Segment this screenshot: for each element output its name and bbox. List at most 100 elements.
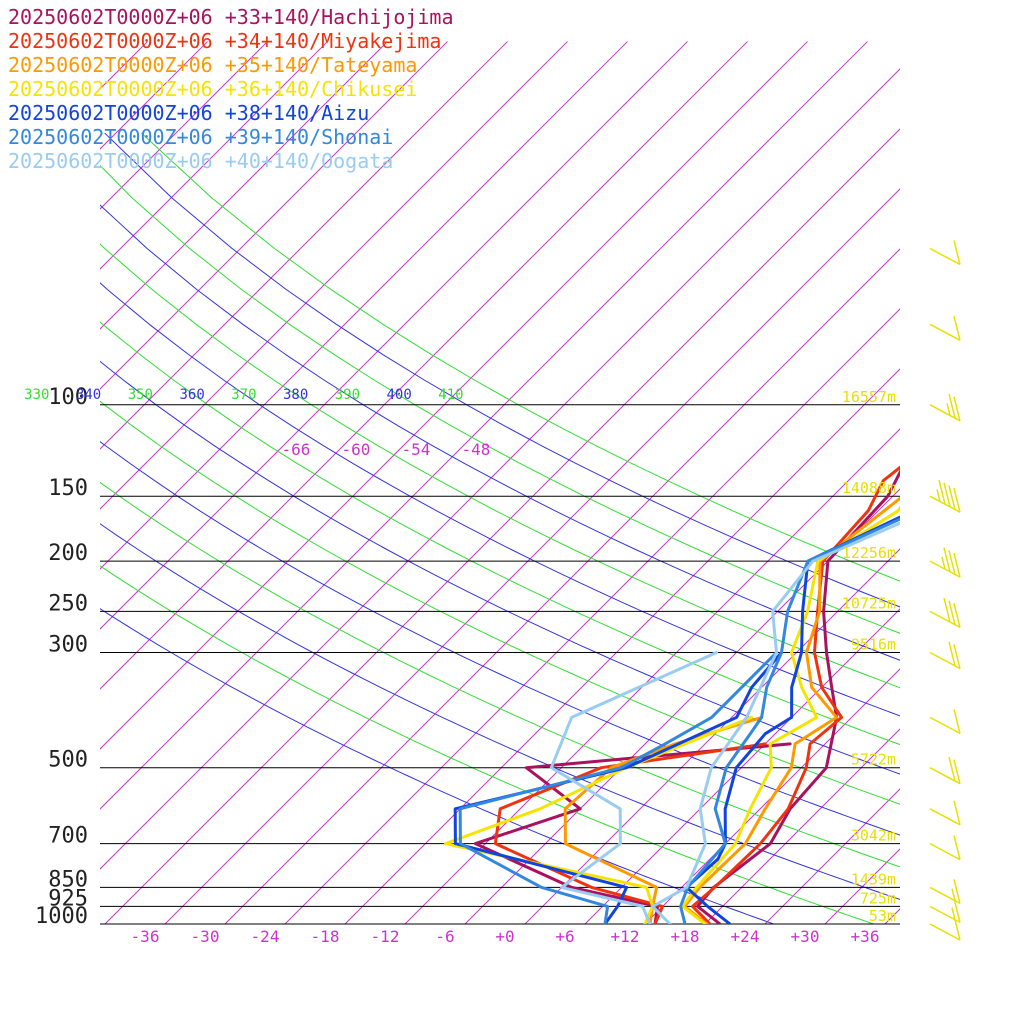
temperature-tick-label: +12: [611, 927, 640, 946]
wind-barb-half-feather: [951, 907, 956, 920]
dry-adiabat-line: [100, 608, 776, 924]
isotherm-line: [100, 41, 748, 690]
isotherm-line: [344, 368, 900, 924]
temperature-profile: [696, 469, 900, 924]
height-label: 16557m: [842, 388, 896, 406]
wind-barb-shaft: [929, 651, 961, 670]
temperature-tick-label: +6: [555, 927, 574, 946]
wind-barb-feather: [953, 552, 961, 578]
isotherm-line: [100, 41, 388, 330]
wind-barb-shaft: [929, 905, 961, 924]
legend-entry: 20250602T0000Z+06 +38+140/Aizu: [8, 101, 369, 125]
pressure-label: 850: [48, 867, 88, 892]
upper-temperature-tick-label: -60: [341, 440, 370, 459]
legend-entry: 20250602T0000Z+06 +40+140/Oogata: [8, 149, 393, 173]
wind-barb-feather: [953, 898, 961, 923]
isotherm-line: [100, 41, 208, 150]
chart-legend: 20250602T0000Z+06 +33+140/Hachijojima202…: [8, 5, 454, 173]
upper-temperature-tick-label: -66: [281, 440, 310, 459]
dry-adiabat-line: [100, 565, 876, 924]
temperature-profile: [651, 521, 900, 924]
isotherm-line: [644, 668, 900, 924]
sounding-profiles: [443, 465, 900, 924]
isotherm-line: [284, 308, 900, 924]
wind-barb: [929, 835, 961, 861]
isotherm-line: [100, 41, 868, 810]
height-label: 9516m: [851, 636, 896, 654]
height-label: 725m: [860, 889, 896, 907]
pressure-label: 700: [48, 824, 88, 849]
isotherm-line: [945, 42, 1024, 924]
legend-entry: 20250602T0000Z+06 +35+140/Tateyama: [8, 53, 417, 77]
wind-barb-half-feather: [946, 403, 951, 416]
isotherm-line: [100, 41, 508, 450]
legend-entry: 20250602T0000Z+06 +34+140/Miyakejima: [8, 29, 441, 53]
isotherm-line: [1005, 42, 1024, 924]
legend-entry: 20250602T0000Z+06 +33+140/Hachijojima: [8, 5, 454, 29]
dry-adiabat-line: [100, 164, 900, 634]
wind-barb-feather: [943, 482, 951, 507]
isotherm-line: [404, 428, 900, 924]
isotherm-line: [100, 68, 900, 870]
wind-barb: [929, 240, 961, 266]
legend-entry: 20250602T0000Z+06 +39+140/Shonai: [8, 125, 393, 149]
isotherm-line: [0, 42, 27, 924]
wind-barb: [929, 709, 961, 735]
legend-entry: 20250602T0000Z+06 +36+140/Chikusei: [8, 77, 417, 101]
wind-barb-shaft: [929, 716, 961, 735]
wind-barb-feather: [953, 800, 961, 825]
height-label: 14088m: [842, 479, 896, 497]
wind-barb: [929, 479, 961, 513]
wind-barb: [929, 641, 961, 670]
wind-barb-feather: [948, 600, 956, 625]
isotherm-line: [100, 41, 328, 270]
isotherm-line: [100, 41, 448, 390]
height-label: 12256m: [842, 544, 896, 562]
wind-barb: [929, 800, 961, 826]
temperature-tick-label: -24: [251, 927, 280, 946]
pressure-label: 150: [48, 476, 88, 501]
temperature-tick-label: -36: [131, 927, 160, 946]
temperature-profile: [683, 496, 900, 924]
wind-barb-feather: [953, 603, 961, 628]
wind-barb-shaft: [929, 495, 961, 513]
wind-barb-feather: [948, 550, 956, 575]
isotherm-line: [100, 41, 628, 570]
dewpoint-profile: [493, 742, 767, 924]
pressure-lines: [100, 404, 900, 925]
height-label: 1439m: [851, 870, 896, 888]
wind-barb-shaft: [929, 560, 961, 578]
isotherm-line: [100, 41, 268, 210]
theta-label: 350: [128, 387, 153, 403]
wind-barb-feather: [938, 479, 946, 505]
wind-barb-shaft: [929, 610, 961, 629]
isotherm-line: [524, 548, 900, 924]
theta-label: 360: [179, 387, 204, 403]
wind-barbs: [929, 240, 961, 941]
wind-barb-feather: [953, 879, 961, 904]
isotherm-line: [704, 728, 900, 924]
theta-label: 340: [76, 387, 101, 403]
temperature-tick-label: +24: [731, 927, 760, 946]
isotherm-line: [464, 488, 900, 924]
pressure-label: 300: [48, 633, 88, 658]
height-label: 10725m: [842, 594, 896, 612]
dewpoint-profile: [443, 715, 754, 924]
theta-label: 370: [231, 387, 256, 403]
theta-label: 410: [438, 387, 463, 403]
temperature-profile: [691, 465, 900, 924]
wind-barb-shaft: [929, 808, 961, 826]
wind-barb-feather: [943, 547, 951, 572]
wind-barb-feather: [953, 759, 961, 784]
height-label: 5722m: [851, 751, 896, 769]
wind-barb-shaft: [929, 842, 961, 861]
wind-barb: [929, 393, 961, 422]
wind-barb-shaft: [929, 767, 961, 785]
wind-barb-feather: [953, 396, 961, 421]
wind-barb-half-feather: [936, 489, 941, 502]
temperature-tick-label: +30: [791, 927, 820, 946]
temperature-profile: [679, 517, 900, 924]
pressure-label: 200: [48, 541, 88, 566]
isotherm-line: [104, 128, 900, 924]
